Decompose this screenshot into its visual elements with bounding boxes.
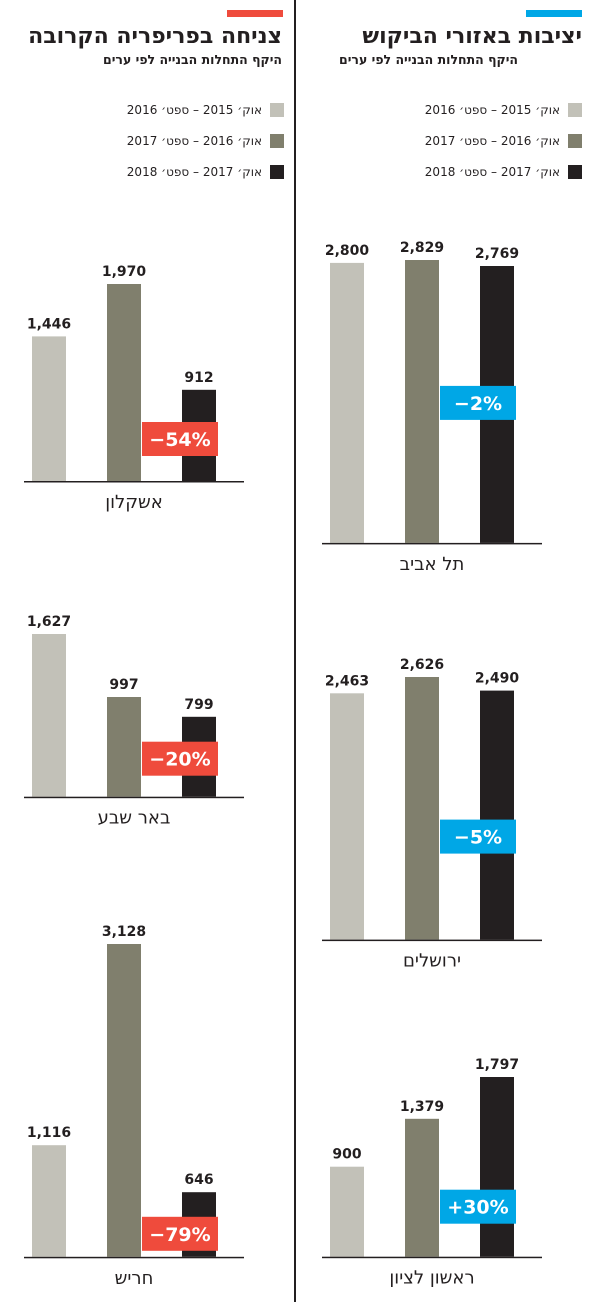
bar-value-label: 1,797: [475, 1057, 519, 1073]
legend-swatch: [568, 165, 582, 179]
right-legend-item-2: אוק׳ 2016 – ספט׳ 2017: [320, 132, 582, 150]
legend-swatch: [270, 103, 284, 117]
bar-value-label: 3,128: [102, 924, 146, 940]
change-badge: [440, 819, 516, 854]
change-badge-label: −20%: [149, 749, 210, 771]
chart-jerusalem: 2,463 2,626 2,490 ירושלים −5%: [322, 657, 542, 972]
bar-value-label: 799: [184, 697, 213, 713]
chart-harish: 1,116 3,128 646 חריש −79%: [24, 924, 244, 1289]
chart-baseline: [322, 939, 542, 942]
bar-value-label: 2,463: [325, 674, 369, 690]
bar: [107, 944, 141, 1257]
chart-baseline: [322, 542, 542, 545]
legend-swatch: [270, 165, 284, 179]
change-badge-label: −79%: [149, 1224, 210, 1246]
bar-value-label: 1,116: [27, 1125, 71, 1141]
bar-value-label: 1,970: [102, 264, 147, 280]
bar-value-label: 1,627: [27, 614, 71, 630]
bar: [330, 262, 364, 543]
bar-value-label: 1,446: [27, 316, 71, 332]
bar-value-label: 2,800: [325, 243, 370, 259]
legend-swatch: [270, 134, 284, 148]
chart-baseline: [24, 1256, 244, 1259]
bar: [107, 284, 141, 481]
right-panel-title: יציבות באזורי הביקוש: [362, 24, 582, 49]
change-badge: [142, 422, 218, 456]
legend-label: אוק׳ 2017 – ספט׳ 2018: [126, 165, 262, 179]
legend-label: אוק׳ 2015 – ספט׳ 2016: [126, 103, 262, 117]
bar: [405, 1119, 439, 1257]
left-legend-item-2: אוק׳ 2016 – ספט׳ 2017: [20, 132, 284, 150]
left-legend-item-1: אוק׳ 2015 – ספט׳ 2016: [20, 101, 284, 119]
left-legend-item-3: אוק׳ 2017 – ספט׳ 2018: [20, 163, 284, 181]
bar-value-label: 1,379: [400, 1099, 444, 1115]
left-panel-title: צניחה בפריפריה הקרובה: [28, 24, 282, 49]
legend-label: אוק׳ 2016 – ספט׳ 2017: [424, 134, 560, 148]
chart-rishon-lezion: 900 1,379 1,797 ראשון לציון +30%: [322, 1057, 542, 1289]
bar: [480, 1077, 514, 1257]
chart-baseline: [322, 1256, 542, 1259]
change-badge: [142, 1216, 218, 1251]
left-panel-subtitle: היקף התחלות הבנייה לפי ערים: [103, 52, 282, 67]
chart-beersheba: 1,627 997 799 באר שבע −20%: [24, 614, 244, 829]
bar-value-label: 2,490: [475, 671, 520, 687]
bar-value-label: 2,626: [400, 657, 444, 673]
bar-value-label: 997: [109, 677, 138, 693]
bar-value-label: 900: [332, 1147, 361, 1163]
right-panel-subtitle: היקף התחלות הבנייה לפי ערים: [339, 52, 518, 67]
legend-label: אוק׳ 2016 – ספט׳ 2017: [126, 134, 262, 148]
legend-swatch: [568, 103, 582, 117]
change-badge: [440, 385, 516, 420]
city-label: תל אביב: [400, 554, 465, 575]
bar: [405, 260, 439, 543]
right-accent-bar: [526, 10, 582, 17]
city-label: חריש: [115, 1268, 154, 1289]
chart-ashkelon: 1,446 1,970 912 אשקלון −54%: [24, 264, 244, 513]
chart-tel-aviv: 2,800 2,829 2,769 תל אביב −2%: [322, 240, 542, 575]
chart-baseline: [24, 796, 244, 799]
bar-value-label: 912: [184, 370, 213, 386]
change-badge-label: −54%: [149, 429, 210, 451]
city-label: באר שבע: [98, 808, 171, 829]
right-legend-item-1: אוק׳ 2015 – ספט׳ 2016: [320, 101, 582, 119]
legend-label: אוק׳ 2017 – ספט׳ 2018: [424, 165, 560, 179]
change-badge-label: +30%: [447, 1197, 508, 1219]
legend-label: אוק׳ 2015 – ספט׳ 2016: [424, 103, 560, 117]
bar-value-label: 2,769: [475, 246, 519, 262]
bar-value-label: 2,829: [400, 240, 444, 256]
bar-value-label: 646: [184, 1172, 213, 1188]
change-badge: [142, 741, 218, 776]
change-badge: [440, 1189, 516, 1224]
right-legend-item-3: אוק׳ 2017 – ספט׳ 2018: [320, 163, 582, 181]
legend-swatch: [568, 134, 582, 148]
city-label: ראשון לציון: [389, 1268, 474, 1289]
left-accent-bar: [227, 10, 283, 17]
bar: [107, 697, 141, 797]
change-badge-label: −2%: [454, 393, 502, 415]
chart-baseline: [24, 481, 244, 483]
panel-divider: [294, 0, 296, 1302]
bar: [480, 690, 514, 940]
bar: [32, 1145, 66, 1257]
bar: [405, 677, 439, 940]
bar: [32, 634, 66, 797]
city-label: אשקלון: [105, 492, 163, 513]
bar: [32, 336, 66, 481]
city-label: ירושלים: [403, 951, 461, 972]
bar: [330, 1166, 364, 1257]
bar: [330, 693, 364, 940]
change-badge-label: −5%: [454, 827, 502, 849]
